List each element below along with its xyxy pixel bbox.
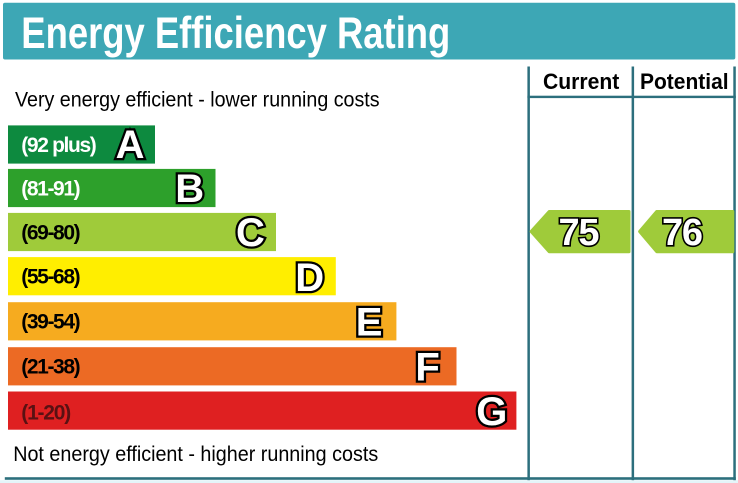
svg-text:(69-80): (69-80) — [21, 221, 80, 244]
svg-text:A: A — [116, 123, 145, 167]
svg-text:Not energy efficient - higher: Not energy efficient - higher running co… — [13, 442, 378, 466]
svg-text:Potential: Potential — [640, 69, 729, 94]
svg-text:(39-54): (39-54) — [21, 311, 80, 334]
svg-text:Current: Current — [543, 69, 619, 94]
svg-text:76: 76 — [662, 212, 703, 254]
svg-text:B: B — [175, 167, 204, 211]
svg-text:75: 75 — [559, 212, 600, 254]
svg-text:D: D — [295, 256, 324, 300]
svg-text:Energy Efficiency Rating: Energy Efficiency Rating — [21, 9, 450, 58]
svg-text:F: F — [415, 345, 439, 389]
svg-text:E: E — [356, 300, 383, 344]
svg-text:G: G — [476, 390, 507, 434]
svg-text:(55-68): (55-68) — [21, 266, 80, 289]
svg-text:(81-91): (81-91) — [21, 177, 80, 200]
svg-text:Very energy efficient - lower: Very energy efficient - lower running co… — [15, 88, 380, 112]
svg-text:(1-20): (1-20) — [21, 401, 71, 424]
svg-text:C: C — [236, 211, 265, 255]
svg-text:(21-38): (21-38) — [21, 356, 80, 379]
svg-text:(92 plus): (92 plus) — [21, 134, 97, 157]
